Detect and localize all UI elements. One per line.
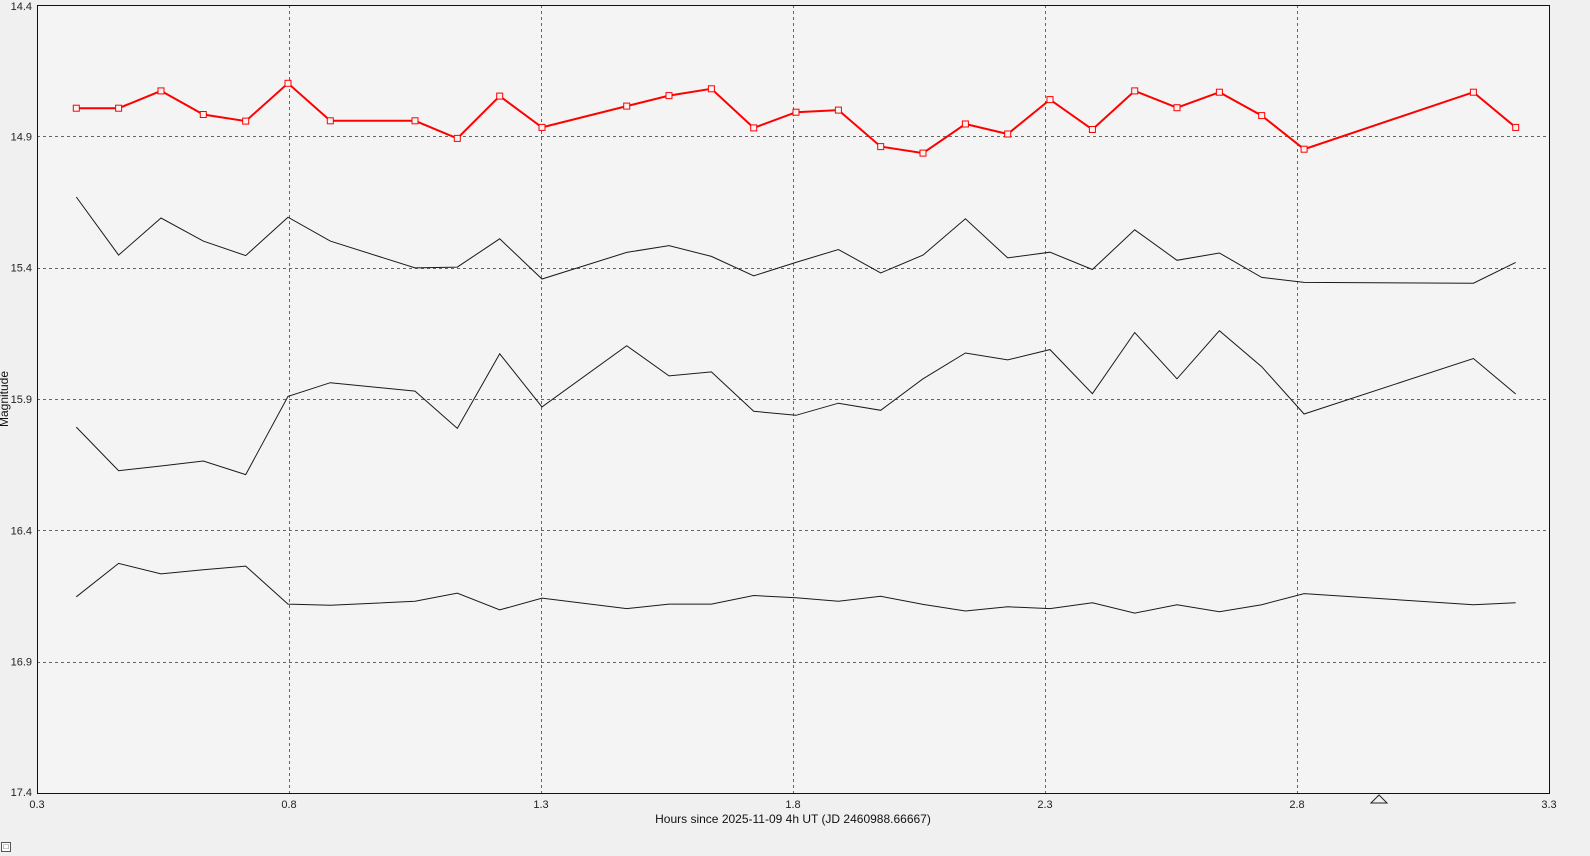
- data-point-marker[interactable]: [284, 79, 292, 87]
- data-point-marker[interactable]: [665, 92, 673, 100]
- data-point-marker[interactable]: [242, 117, 250, 125]
- data-point-marker[interactable]: [1088, 126, 1096, 133]
- data-point-marker[interactable]: [1300, 145, 1308, 153]
- data-point-marker[interactable]: [157, 87, 165, 95]
- y-tick-label: 15.9: [11, 394, 32, 406]
- data-point-marker[interactable]: [877, 143, 885, 151]
- y-tick-label: 16.9: [11, 657, 32, 669]
- data-point-marker[interactable]: [1046, 96, 1054, 104]
- data-point-marker[interactable]: [1004, 130, 1012, 138]
- data-point-marker[interactable]: [453, 134, 461, 142]
- plot-border: [37, 5, 1550, 794]
- grid: [37, 5, 1549, 793]
- y-tick-label: 16.4: [11, 525, 32, 537]
- x-tick-label: 2.8: [1289, 799, 1304, 811]
- y-tick-label: 14.9: [11, 131, 32, 143]
- series-line-4: [75, 562, 1516, 614]
- data-point-marker[interactable]: [1173, 104, 1181, 112]
- data-point-marker[interactable]: [750, 124, 758, 132]
- series-line-3: [75, 330, 1517, 476]
- y-tick-label: 14.4: [11, 1, 32, 13]
- x-tick-label: 3.3: [1541, 799, 1556, 811]
- x-tick-label: 1.3: [533, 799, 548, 811]
- data-point-marker[interactable]: [919, 149, 927, 157]
- data-point-marker[interactable]: [496, 92, 504, 100]
- data-point-marker[interactable]: [707, 85, 715, 93]
- x-tick-label: 2.3: [1037, 799, 1052, 811]
- data-point-marker[interactable]: [792, 108, 800, 116]
- data-point-marker[interactable]: [1215, 88, 1223, 96]
- data-point-marker[interactable]: [411, 117, 419, 125]
- x-tick-label: 0.8: [281, 799, 296, 811]
- data-point-marker[interactable]: [326, 117, 334, 125]
- corner-toggle-button[interactable]: □: [1, 842, 11, 852]
- triangle-marker-icon[interactable]: [1369, 794, 1389, 804]
- series-line-1: [76, 81, 1517, 155]
- data-point-marker[interactable]: [199, 111, 207, 118]
- x-tick-label: 1.8: [785, 799, 800, 811]
- data-point-marker[interactable]: [1512, 123, 1520, 131]
- data-point-marker[interactable]: [1131, 87, 1139, 95]
- y-tick-label: 17.4: [11, 787, 32, 799]
- data-point-marker[interactable]: [115, 104, 123, 112]
- data-point-marker[interactable]: [623, 102, 631, 110]
- tick-labels: 0.3 0.8 1.3 1.8 2.3 2.8 3.3 14.4 14.9 15.4 15.9 16.…: [11, 1, 1557, 811]
- data-point-marker[interactable]: [834, 106, 842, 114]
- data-point-marker[interactable]: [538, 123, 546, 131]
- x-axis-title: Hours since 2025-11-09 4h UT (JD 2460988…: [655, 812, 931, 826]
- data-point-marker[interactable]: [1469, 88, 1477, 96]
- x-tick-label: 0.3: [29, 799, 44, 811]
- data-point-marker[interactable]: [961, 120, 969, 128]
- y-axis-title: Magnitude: [0, 371, 11, 427]
- data-point-marker[interactable]: [1258, 112, 1266, 120]
- series-layer: [72, 79, 1520, 614]
- series-line-2: [75, 196, 1516, 284]
- y-tick-label: 15.4: [11, 263, 32, 275]
- data-point-marker[interactable]: [72, 104, 80, 112]
